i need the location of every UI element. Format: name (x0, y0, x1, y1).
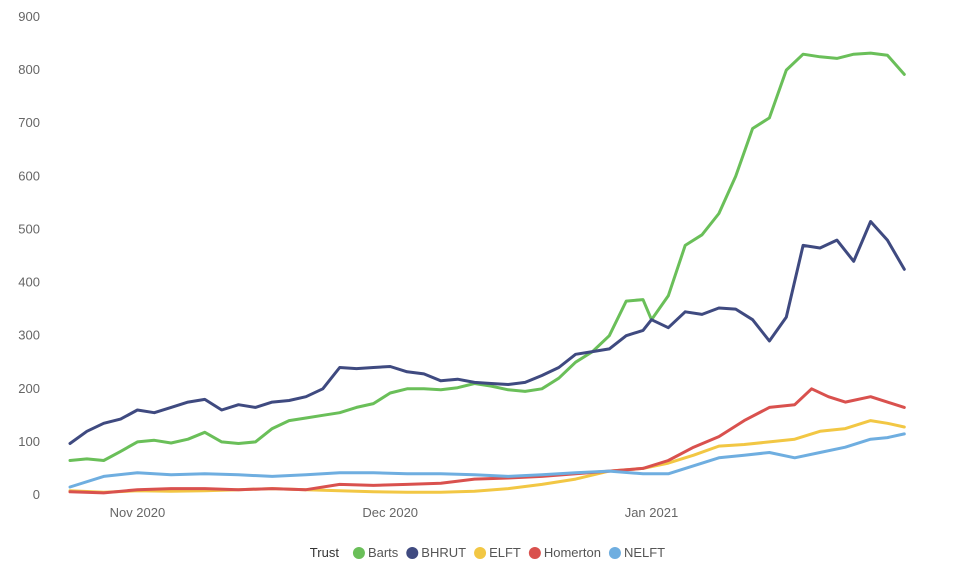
legend-label: NELFT (624, 545, 665, 560)
legend-label: ELFT (489, 545, 521, 560)
series-line-barts (68, 51, 906, 462)
legend-item-barts[interactable]: Barts (352, 545, 399, 560)
y-tick-label: 300 (18, 328, 40, 343)
y-tick-label: 800 (18, 62, 40, 77)
y-tick-label: 400 (18, 275, 40, 290)
y-tick-label: 0 (33, 487, 40, 502)
legend-item-homerton[interactable]: Homerton (528, 545, 601, 560)
y-tick-label: 600 (18, 168, 40, 183)
legend-label: Barts (368, 545, 399, 560)
legend: Trust Barts BHRUT ELFT Homerton NELFT (310, 545, 665, 560)
x-tick-label: Dec 2020 (362, 505, 418, 520)
legend-marker (352, 547, 365, 559)
series-line-bhrut (68, 220, 906, 445)
legend-title: Trust (310, 545, 340, 560)
series-line-elft (68, 419, 906, 494)
legend-item-nelft[interactable]: NELFT (608, 545, 665, 560)
legend-item-elft[interactable]: ELFT (474, 545, 521, 560)
y-tick-label: 500 (18, 221, 40, 236)
series-line-nelft (68, 432, 906, 489)
legend-marker (474, 547, 487, 559)
x-tick-label: Nov 2020 (110, 505, 166, 520)
legend-marker (608, 547, 621, 559)
y-tick-label: 200 (18, 381, 40, 396)
legend-label: BHRUT (421, 545, 466, 560)
legend-marker (406, 547, 419, 559)
series-lines (68, 51, 906, 495)
legend-item-bhrut[interactable]: BHRUT (406, 545, 466, 560)
x-axis: Nov 2020 Dec 2020 Jan 2021 (110, 505, 679, 520)
y-tick-label: 900 (18, 9, 40, 24)
legend-label: Homerton (544, 545, 601, 560)
x-tick-label: Jan 2021 (625, 505, 679, 520)
y-tick-label: 700 (18, 115, 40, 130)
y-tick-label: 100 (18, 434, 40, 449)
y-axis: 0 100 200 300 400 500 600 700 800 900 (18, 9, 40, 502)
legend-marker (528, 547, 541, 559)
